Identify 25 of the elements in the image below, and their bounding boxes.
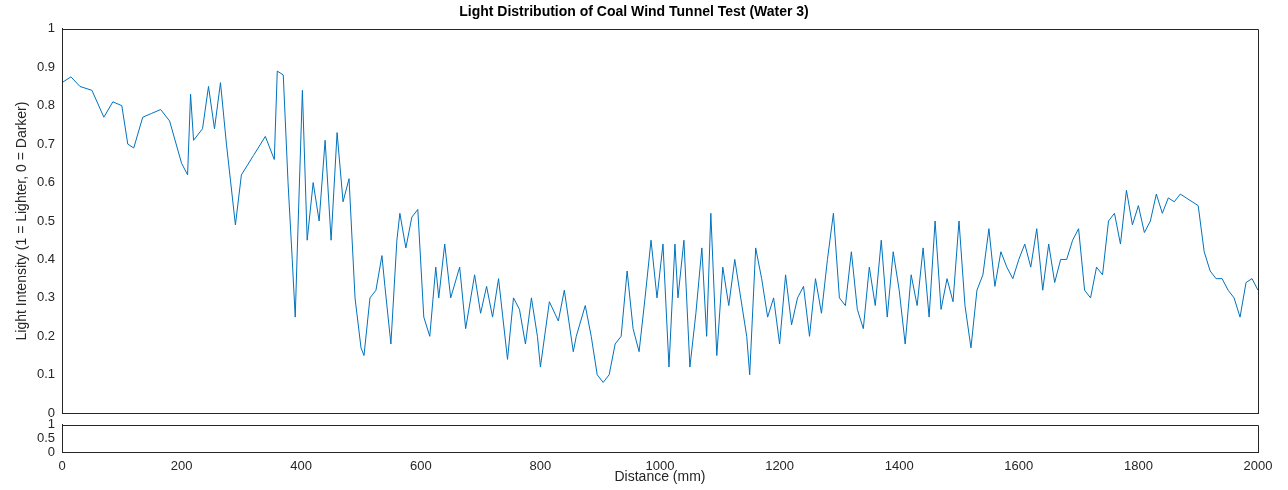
y-tick-label: 0.5 xyxy=(36,429,55,445)
y-tick-label: 0.2 xyxy=(36,327,55,343)
y-tick-label: 0.9 xyxy=(36,58,55,74)
x-tick-label: 1000 xyxy=(645,458,675,474)
y-tick-label: 0.3 xyxy=(36,289,55,305)
y-tick-label: 0 xyxy=(47,443,55,459)
x-tick-label: 600 xyxy=(409,458,432,474)
x-tick-label: 800 xyxy=(529,458,552,474)
y-tick-label: 0.7 xyxy=(36,135,55,151)
y-tick-label: 0.5 xyxy=(36,212,55,228)
x-tick-label: 1400 xyxy=(884,458,914,474)
y-tick-label: 0.1 xyxy=(36,366,55,382)
x-tick-label: 1600 xyxy=(1004,458,1034,474)
x-tick-label: 2000 xyxy=(1243,458,1273,474)
x-tick-label: 400 xyxy=(290,458,313,474)
y-tick-label: 1 xyxy=(47,20,55,36)
x-tick-label: 200 xyxy=(170,458,193,474)
x-tick-label: 1800 xyxy=(1123,458,1153,474)
y-tick-label: 0.6 xyxy=(36,174,55,190)
y-tick-label: 0.4 xyxy=(36,251,55,267)
y-tick-label: 0.8 xyxy=(36,97,55,113)
x-tick-label: 1200 xyxy=(765,458,795,474)
x-tick-label: 0 xyxy=(58,458,66,474)
y-axis-title: Light Intensity (1 = Lighter, 0 = Darker) xyxy=(13,101,30,341)
chart-title: Light Distribution of Coal Wind Tunnel Test (Water 3) xyxy=(459,3,809,20)
